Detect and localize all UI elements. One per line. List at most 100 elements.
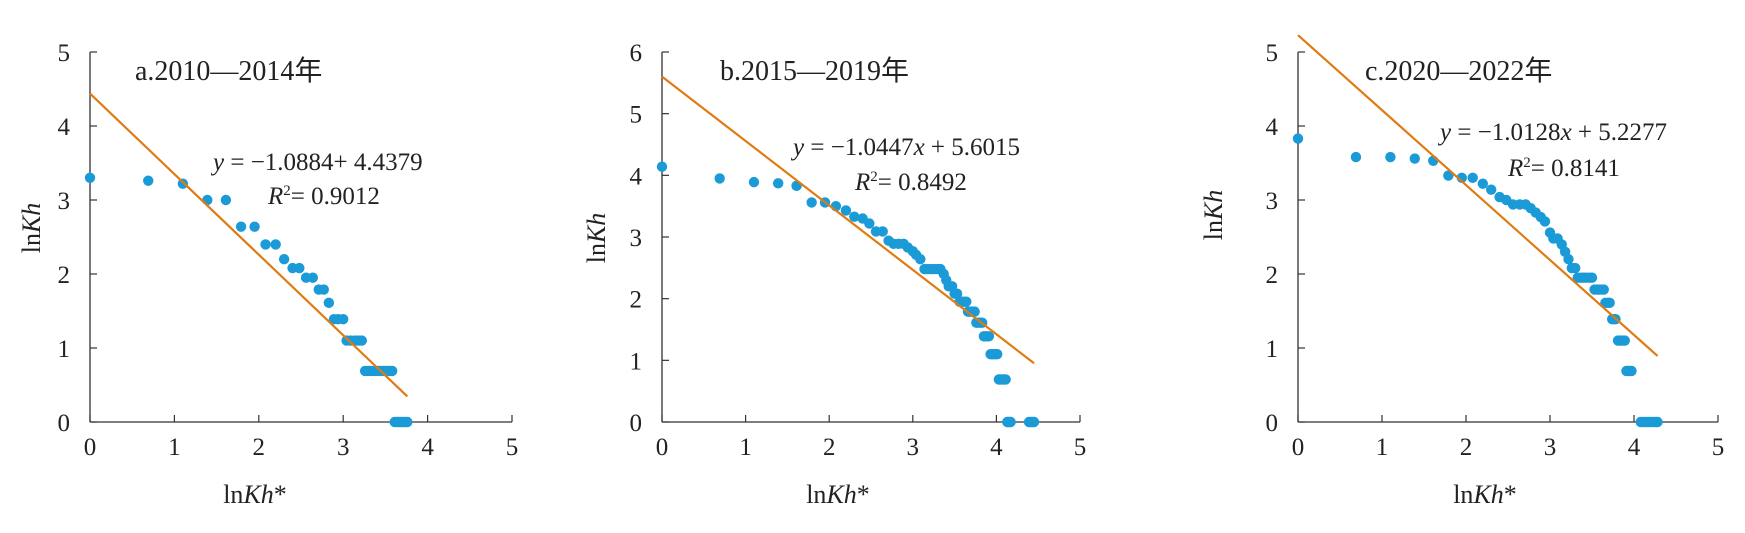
- data-point: [1385, 151, 1396, 163]
- data-point: [1619, 335, 1630, 346]
- y-tick-label: 0: [630, 410, 643, 437]
- y-tick-label: 2: [58, 262, 71, 289]
- data-point: [951, 288, 963, 299]
- chart-panel-b: b.2015—2019年 y = −1.0447x + 5.6015 R2= 0…: [582, 40, 1086, 509]
- x-tick-label: 2: [253, 434, 266, 461]
- regression-line: [89, 92, 409, 398]
- r-squared-label: R2= 0.9012: [267, 183, 380, 210]
- data-point: [915, 254, 926, 265]
- data-point: [356, 335, 367, 346]
- x-axis-label: lnKh*: [806, 480, 870, 509]
- x-axis-label: lnKh*: [1453, 480, 1517, 509]
- data-point: [1467, 172, 1478, 183]
- x-tick-label: 3: [907, 434, 920, 461]
- x-tick-label: 3: [1544, 434, 1557, 461]
- x-axis-label: lnKh*: [223, 480, 287, 509]
- regression-equation: y = −1.0128x + 5.2277: [1437, 119, 1667, 146]
- y-tick-label: 6: [630, 40, 643, 67]
- data-point: [1563, 254, 1574, 265]
- data-point: [402, 416, 413, 428]
- y-tick-label: 4: [1266, 114, 1279, 141]
- data-point: [748, 176, 760, 188]
- data-point: [656, 161, 668, 172]
- data-point: [840, 205, 852, 216]
- y-tick-label: 4: [58, 114, 71, 141]
- x-tick-label: 4: [421, 434, 434, 461]
- x-tick-label: 0: [84, 434, 97, 461]
- y-tick-label: 1: [58, 336, 71, 363]
- data-point: [877, 226, 888, 237]
- data-point: [1598, 284, 1609, 295]
- data-point: [849, 211, 860, 222]
- y-tick-label: 3: [630, 225, 643, 252]
- y-tick-label: 4: [630, 163, 643, 190]
- data-point: [1005, 416, 1016, 428]
- data-point: [1604, 297, 1615, 309]
- y-tick-label: 5: [630, 102, 643, 129]
- data-point: [806, 197, 817, 208]
- y-tick-label: 2: [630, 287, 643, 314]
- data-point: [1292, 133, 1304, 144]
- data-point: [992, 348, 1003, 360]
- chart-panel-c: c.2020—2022年 y = −1.0128x + 5.2277 R2= 0…: [1199, 34, 1725, 509]
- regression-equation: y = −1.0884+ 4.4379: [210, 149, 423, 176]
- data-point: [1028, 416, 1040, 428]
- y-axis-label: lnKh: [582, 213, 611, 264]
- data-point: [1350, 151, 1362, 163]
- y-tick-label: 1: [1266, 336, 1279, 363]
- data-point: [773, 178, 784, 189]
- x-tick-label: 0: [656, 434, 669, 461]
- data-point: [220, 194, 232, 206]
- regression-line: [661, 75, 1035, 365]
- data-point: [1486, 184, 1497, 195]
- y-axis-label: lnKh: [1199, 190, 1228, 241]
- data-point: [1652, 416, 1663, 428]
- x-tick-label: 5: [1074, 434, 1087, 461]
- chart-title: b.2015—2019年: [720, 55, 909, 87]
- data-point: [143, 175, 154, 186]
- data-point: [323, 297, 335, 309]
- data-point: [1000, 374, 1011, 385]
- x-tick-label: 5: [506, 434, 519, 461]
- x-tick-label: 2: [1460, 434, 1473, 461]
- y-tick-label: 5: [1266, 40, 1279, 67]
- data-point: [1409, 153, 1420, 164]
- x-tick-label: 1: [1376, 434, 1389, 461]
- data-point: [864, 218, 875, 229]
- x-tick-label: 1: [168, 434, 181, 461]
- x-tick-label: 0: [1292, 434, 1305, 461]
- y-tick-label: 2: [1266, 262, 1279, 289]
- chart-title: a.2010—2014年: [135, 55, 322, 87]
- x-tick-label: 2: [823, 434, 836, 461]
- data-point: [249, 221, 260, 232]
- y-tick-label: 1: [630, 348, 643, 375]
- r-squared-label: R2= 0.8141: [1507, 155, 1620, 182]
- data-point: [983, 331, 995, 342]
- x-tick-label: 4: [990, 434, 1003, 461]
- data-point: [278, 254, 290, 265]
- data-point: [1539, 216, 1551, 227]
- data-point: [318, 284, 329, 295]
- chart-panel-a: a.2010—2014年 y = −1.0884+ 4.4379 R2= 0.9…: [17, 40, 518, 509]
- x-tick-label: 4: [1628, 434, 1641, 461]
- chart-title: c.2020—2022年: [1365, 55, 1552, 87]
- data-point: [1586, 272, 1598, 283]
- regression-line: [1297, 34, 1659, 357]
- data-point: [338, 313, 349, 325]
- data-point: [961, 296, 972, 307]
- data-point: [714, 173, 725, 184]
- x-tick-label: 3: [337, 434, 350, 461]
- y-tick-label: 0: [1266, 410, 1279, 437]
- x-tick-label: 5: [1712, 434, 1725, 461]
- y-tick-label: 5: [58, 40, 71, 67]
- data-point: [84, 172, 96, 183]
- data-point: [294, 262, 305, 274]
- data-point: [1626, 365, 1637, 377]
- data-point: [1570, 262, 1581, 274]
- y-tick-label: 3: [58, 188, 71, 215]
- y-tick-label: 3: [1266, 188, 1279, 215]
- r-squared-label: R2= 0.8492: [854, 169, 967, 196]
- y-tick-label: 0: [58, 410, 71, 437]
- data-point: [386, 365, 398, 377]
